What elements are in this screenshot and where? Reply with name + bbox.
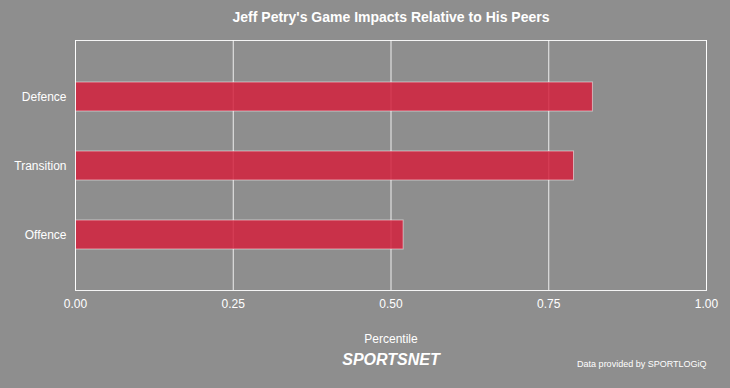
svg-text:Offence: Offence [25,228,67,242]
svg-text:Jeff Petry's Game Impacts Rela: Jeff Petry's Game Impacts Relative to Hi… [233,9,550,25]
svg-text:0.25: 0.25 [222,297,246,311]
svg-text:Data provided by SPORTLOGiQ: Data provided by SPORTLOGiQ [577,359,706,369]
svg-text:SPORTSNET: SPORTSNET [342,351,441,368]
svg-text:0.75: 0.75 [537,297,561,311]
svg-text:Defence: Defence [22,90,67,104]
svg-text:0.00: 0.00 [64,297,88,311]
svg-text:0.50: 0.50 [379,297,403,311]
svg-text:Percentile: Percentile [364,332,418,346]
svg-text:Transition: Transition [14,159,66,173]
svg-text:1.00: 1.00 [695,297,719,311]
